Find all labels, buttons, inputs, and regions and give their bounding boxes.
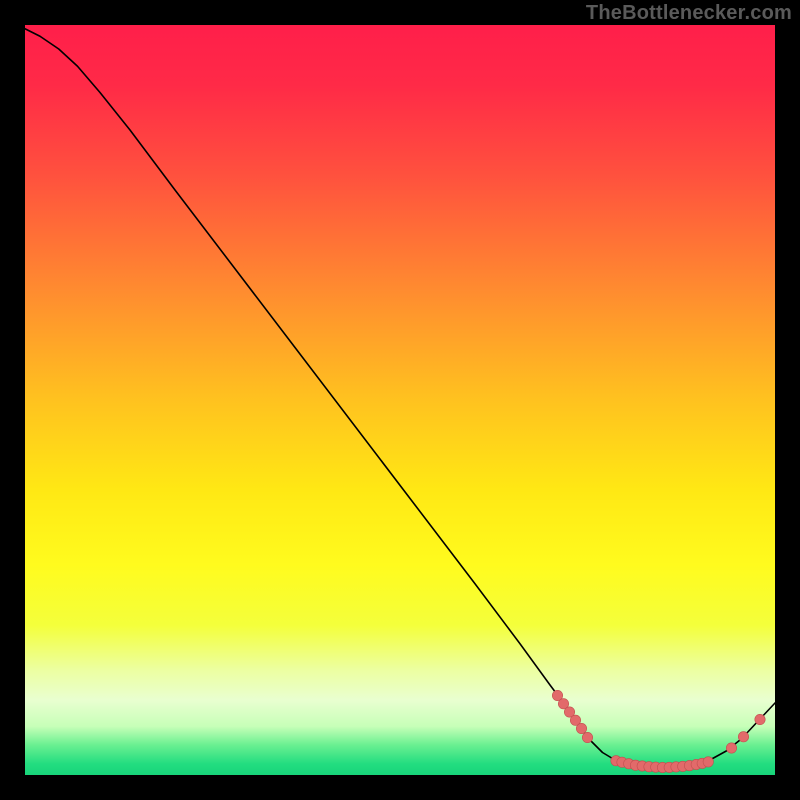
curve-marker [755,714,765,724]
plot-background [25,25,775,775]
watermark-text: TheBottlenecker.com [586,2,792,25]
curve-marker [726,743,736,753]
curve-marker [703,757,713,767]
curve-marker [582,732,592,742]
curve-marker [576,723,586,733]
bottleneck-curve-chart [0,0,800,800]
chart-container: TheBottlenecker.com [0,0,800,800]
curve-marker [738,732,748,742]
